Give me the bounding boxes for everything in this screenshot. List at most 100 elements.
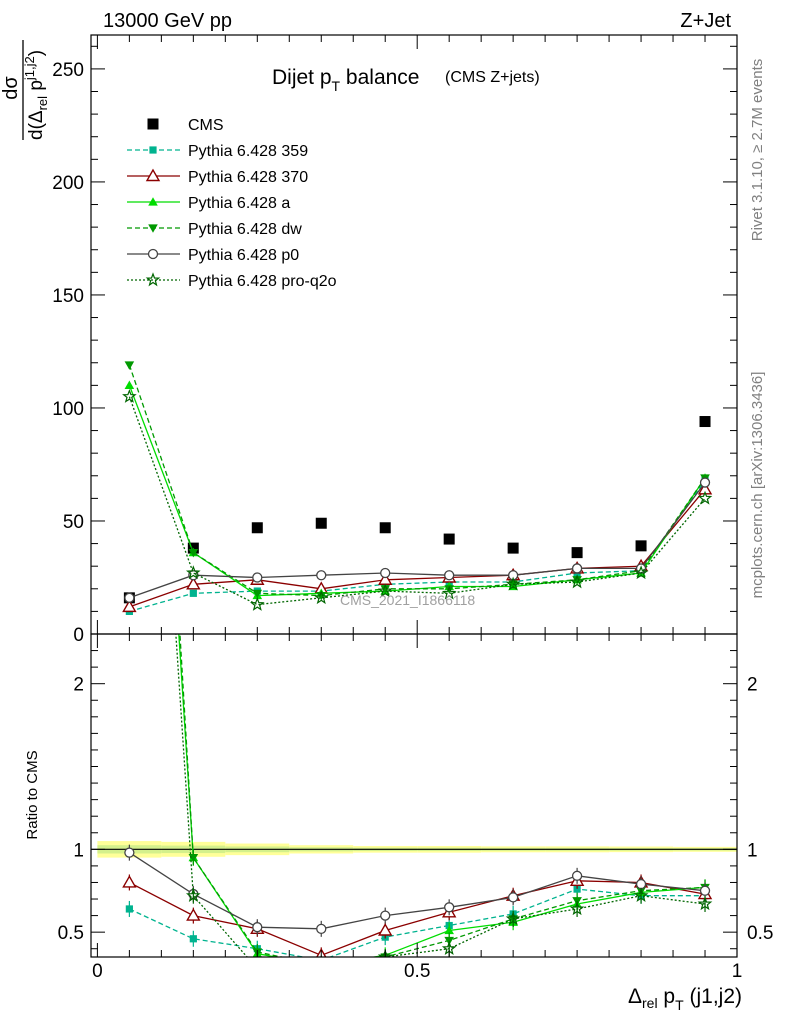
- main-y-tick-label: 0: [73, 625, 84, 646]
- ratio-point: [188, 854, 199, 863]
- ratio-series-line: [129, 880, 706, 957]
- main-point: [251, 522, 263, 534]
- main-point: [377, 583, 393, 598]
- ratio-series-layer: [122, 634, 713, 974]
- main-point: [571, 547, 583, 559]
- main-point: [316, 591, 327, 601]
- main-y-axis: 0 50 100 150 200 250: [52, 45, 737, 646]
- ratio-point: [569, 901, 585, 916]
- main-y-tick-label: 200: [52, 173, 84, 194]
- header-left: 13000 GeV pp: [103, 10, 232, 32]
- ratio-y-tick-label: 0.5: [58, 923, 84, 944]
- main-point: [379, 522, 391, 534]
- ratio-point: [320, 955, 322, 957]
- chart-title: Dijet pT balance: [272, 66, 420, 94]
- watermark: CMS_2021_I1866118: [340, 592, 475, 608]
- main-panel: 0 50 100 150 200 250 Dijet pT balance (CMS Z+…: [0, 34, 738, 646]
- main-point: [252, 589, 263, 599]
- ratio-point: [252, 922, 263, 933]
- ratio-point: [633, 887, 649, 903]
- legend-marker: [147, 118, 159, 130]
- main-y-label: dσ d(Δrel pj1,j2): [0, 40, 50, 140]
- side-text-top: Rivet 3.1.10, ≥ 2.7M events: [749, 59, 766, 242]
- y-label-numerator: dσ: [0, 76, 22, 100]
- legend-entry: Pythia 6.428 p0: [127, 247, 299, 264]
- legend-label: Pythia 6.428 pro-q2o: [188, 273, 337, 290]
- main-point: [572, 576, 582, 585]
- legend-label: Pythia 6.428 359: [188, 143, 308, 160]
- ratio-point: [507, 892, 519, 903]
- main-point: [316, 570, 327, 581]
- ratio-point: [635, 878, 647, 890]
- legend-entry: Pythia 6.428 359: [127, 143, 308, 160]
- main-point: [185, 565, 201, 580]
- main-point: [380, 585, 391, 594]
- ratio-point: [186, 908, 201, 921]
- main-point: [380, 567, 391, 579]
- legend-entry: Pythia 6.428 pro-q2o: [127, 272, 337, 290]
- ratio-point: [124, 847, 135, 858]
- legend-entry: Pythia 6.428 a: [127, 195, 290, 212]
- main-series-line: [128, 385, 706, 597]
- x-axis: 0 0.5 1: [92, 35, 742, 982]
- ratio-point: [317, 956, 325, 957]
- legend-entry: CMS: [147, 117, 224, 134]
- main-point: [186, 576, 201, 590]
- main-point: [635, 540, 647, 552]
- ratio-point: [505, 911, 521, 926]
- ratio-panel: 0.5 0.51 12 2 0 0.5 1 Ratio to CMS Δrel pT (j…: [24, 35, 773, 1013]
- ratio-series-line: [129, 888, 705, 957]
- main-point: [505, 576, 521, 591]
- main-y-tick-label: 100: [52, 399, 84, 420]
- main-point: [124, 380, 135, 389]
- legend: CMS Pythia 6.428 359 Pythia 6.428 370 Pythi…: [127, 117, 337, 290]
- main-point: [507, 542, 519, 554]
- ratio-series-4: [124, 844, 711, 937]
- legend-marker: [145, 168, 161, 182]
- ratio-point: [380, 910, 391, 921]
- legend-marker: [147, 248, 159, 260]
- main-point: [122, 389, 137, 403]
- legend-marker: [149, 146, 157, 154]
- ratio-y-tick-label: 2: [73, 675, 84, 696]
- ratio-y-tick-label: 1: [73, 840, 84, 861]
- ratio-point: [378, 923, 393, 936]
- ratio-point: [189, 935, 197, 943]
- main-point: [188, 549, 199, 558]
- ratio-band-layer: [91, 841, 737, 858]
- main-point: [569, 574, 585, 589]
- main-point: [699, 477, 711, 488]
- main-series-line: [128, 364, 706, 597]
- ratio-y-tick-label-right: 1: [747, 840, 758, 861]
- ratio-point: [316, 962, 326, 970]
- main-point: [443, 533, 455, 545]
- ratio-series-line: [129, 852, 706, 930]
- ratio-y-tick-label-right: 2: [747, 675, 758, 696]
- main-point: [124, 592, 135, 603]
- ratio-y-tick-label-right: 0.5: [747, 923, 773, 944]
- ratio-point: [697, 896, 713, 911]
- main-series-layer: [122, 361, 713, 615]
- legend-label: CMS: [188, 117, 224, 134]
- x-tick-label: 0.5: [404, 961, 430, 982]
- ratio-point: [316, 960, 326, 968]
- x-tick-label: 0: [92, 961, 103, 982]
- ratio-y-axis: 0.5 0.5 1 1 2 2: [58, 650, 773, 950]
- main-y-tick-label: 250: [52, 60, 84, 81]
- legend-label: Pythia 6.428 p0: [188, 247, 299, 264]
- main-series-line: [129, 482, 706, 599]
- main-series-6: [122, 389, 713, 611]
- legend-entry: Pythia 6.428 370: [127, 168, 308, 186]
- main-series-4: [124, 361, 710, 601]
- ratio-frame: [90, 633, 738, 958]
- ratio-point: [573, 885, 581, 893]
- main-point: [444, 585, 454, 594]
- main-point: [315, 517, 327, 529]
- main-y-tick-label: 50: [63, 512, 84, 533]
- ratio-point: [252, 963, 263, 974]
- header-right: Z+Jet: [680, 10, 731, 32]
- ratio-point: [125, 905, 133, 913]
- main-point: [189, 589, 197, 597]
- main-y-tick-label: 150: [52, 286, 84, 307]
- side-text-bottom: mcplots.cern.ch [arXiv:1306.3436]: [749, 372, 766, 599]
